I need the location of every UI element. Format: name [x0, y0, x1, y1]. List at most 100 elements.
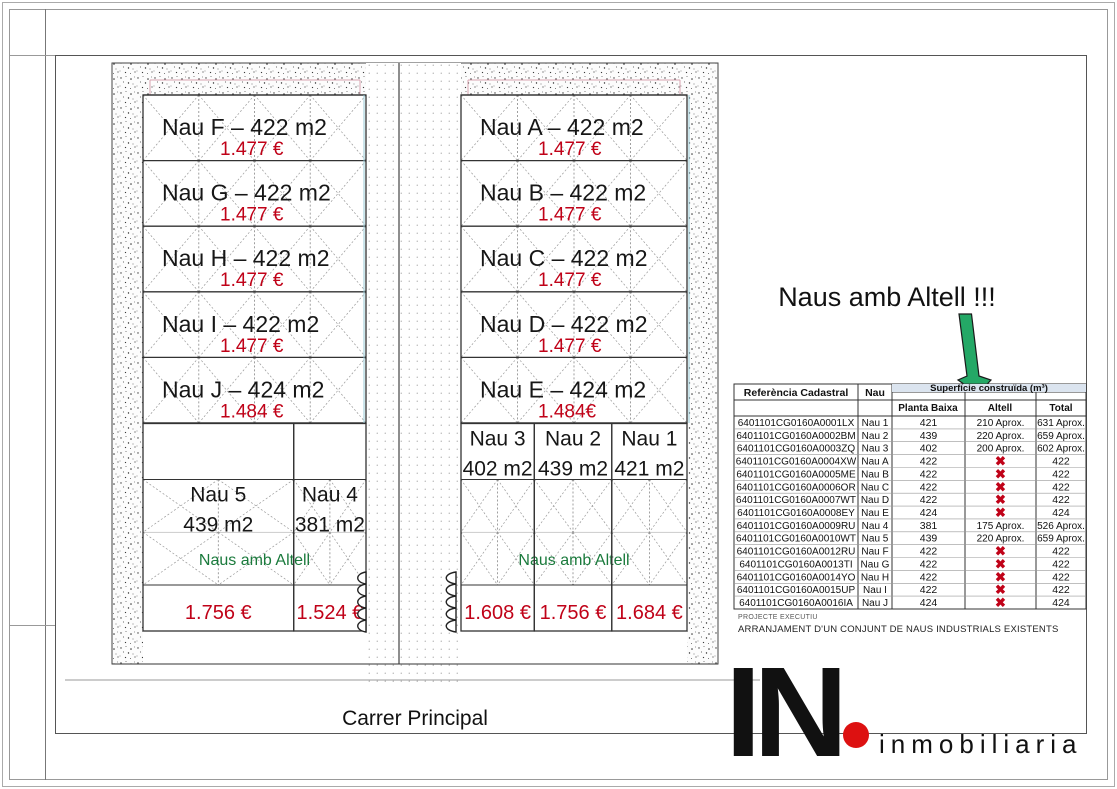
svg-text:inmobiliaria: inmobiliaria	[879, 729, 1083, 759]
svg-text:Nau 1: Nau 1	[862, 418, 889, 429]
svg-text:6401101CG0160A0003ZQ: 6401101CG0160A0003ZQ	[737, 444, 855, 455]
svg-text:Nau A: Nau A	[861, 457, 889, 468]
svg-text:IN: IN	[725, 641, 840, 784]
svg-text:1.484 €: 1.484 €	[220, 401, 284, 422]
svg-text:6401101CG0160A0001LX: 6401101CG0160A0001LX	[738, 418, 855, 429]
svg-text:Referència Cadastral: Referència Cadastral	[744, 387, 849, 399]
svg-text:6401101CG0160A0006OR: 6401101CG0160A0006OR	[736, 482, 855, 493]
svg-text:1.756 €: 1.756 €	[185, 602, 252, 624]
svg-text:422: 422	[920, 584, 938, 596]
svg-text:Nau G: Nau G	[861, 560, 890, 571]
svg-text:422: 422	[920, 571, 938, 583]
svg-text:Superfície construïda (m³): Superfície construïda (m³)	[930, 383, 1048, 394]
svg-text:Nau 4: Nau 4	[302, 484, 358, 507]
svg-text:210 Aprox.: 210 Aprox.	[977, 418, 1025, 429]
svg-text:Nau 1: Nau 1	[621, 428, 677, 451]
svg-text:439: 439	[920, 430, 938, 442]
svg-text:424: 424	[1052, 507, 1070, 519]
svg-text:220 Aprox.: 220 Aprox.	[977, 431, 1025, 442]
svg-text:439: 439	[920, 533, 938, 545]
svg-text:1.477 €: 1.477 €	[538, 139, 602, 160]
svg-text:Naus amb Altell: Naus amb Altell	[518, 552, 629, 569]
svg-text:Nau 3: Nau 3	[470, 428, 526, 451]
svg-text:Nau C: Nau C	[861, 482, 889, 493]
svg-text:✖: ✖	[995, 505, 1006, 520]
svg-text:6401101CG0160A0013TI: 6401101CG0160A0013TI	[739, 560, 852, 571]
svg-text:422: 422	[1052, 571, 1070, 583]
svg-text:422: 422	[1052, 456, 1070, 468]
svg-text:1.477 €: 1.477 €	[220, 270, 284, 291]
svg-text:1.484€: 1.484€	[538, 401, 597, 422]
svg-text:6401101CG0160A0008EY: 6401101CG0160A0008EY	[737, 508, 855, 519]
svg-text:Nau H – 422 m2: Nau H – 422 m2	[162, 245, 329, 271]
svg-text:Nau: Nau	[865, 387, 885, 399]
svg-text:422: 422	[1052, 481, 1070, 493]
svg-text:439 m2: 439 m2	[183, 514, 253, 537]
svg-text:422: 422	[1052, 546, 1070, 558]
svg-text:6401101CG0160A0015UP: 6401101CG0160A0015UP	[737, 585, 856, 596]
svg-text:1.477 €: 1.477 €	[538, 270, 602, 291]
svg-text:424: 424	[920, 597, 938, 609]
svg-text:6401101CG0160A0010WT: 6401101CG0160A0010WT	[736, 534, 856, 545]
svg-text:Nau J: Nau J	[862, 598, 888, 609]
svg-text:Altell: Altell	[988, 403, 1013, 414]
svg-text:659 Aprox.: 659 Aprox.	[1037, 534, 1085, 545]
svg-text:Naus amb Altell !!!: Naus amb Altell !!!	[778, 282, 996, 312]
svg-text:Total: Total	[1049, 403, 1072, 414]
svg-text:Nau 2: Nau 2	[545, 428, 601, 451]
svg-text:422: 422	[1052, 559, 1070, 571]
svg-text:Nau F: Nau F	[861, 547, 888, 558]
svg-text:Nau 4: Nau 4	[862, 521, 889, 532]
svg-text:424: 424	[920, 507, 938, 519]
svg-text:526 Aprox.: 526 Aprox.	[1037, 521, 1085, 532]
svg-text:Nau 2: Nau 2	[862, 431, 889, 442]
svg-text:6401101CG0160A0002BM: 6401101CG0160A0002BM	[736, 431, 855, 442]
svg-text:1.477 €: 1.477 €	[538, 205, 602, 226]
svg-text:Nau D: Nau D	[861, 495, 889, 506]
svg-text:1.524 €: 1.524 €	[297, 602, 364, 624]
svg-text:Nau 3: Nau 3	[862, 444, 889, 455]
svg-text:631 Aprox.: 631 Aprox.	[1037, 418, 1085, 429]
svg-text:402 m2: 402 m2	[463, 458, 533, 481]
svg-text:6401101CG0160A0007WT: 6401101CG0160A0007WT	[736, 495, 856, 506]
svg-text:Nau 5: Nau 5	[190, 484, 246, 507]
svg-text:659 Aprox.: 659 Aprox.	[1037, 431, 1085, 442]
svg-text:Carrer Principal: Carrer Principal	[342, 707, 488, 730]
svg-text:422: 422	[920, 546, 938, 558]
svg-text:422: 422	[1052, 494, 1070, 506]
svg-text:6401101CG0160A0014YO: 6401101CG0160A0014YO	[737, 572, 856, 583]
svg-text:Nau B: Nau B	[861, 469, 889, 480]
svg-text:6401101CG0160A0009RU: 6401101CG0160A0009RU	[737, 521, 856, 532]
svg-text:Nau G – 422 m2: Nau G – 422 m2	[162, 180, 331, 206]
svg-text:422: 422	[920, 481, 938, 493]
svg-text:6401101CG0160A0016IA: 6401101CG0160A0016IA	[739, 598, 853, 609]
svg-text:1.477 €: 1.477 €	[538, 336, 602, 357]
svg-text:439 m2: 439 m2	[538, 458, 608, 481]
svg-text:Nau F – 422 m2: Nau F – 422 m2	[162, 114, 327, 140]
svg-text:422: 422	[920, 494, 938, 506]
svg-text:1.608 €: 1.608 €	[464, 602, 531, 624]
svg-text:381: 381	[920, 520, 938, 532]
svg-text:1.477 €: 1.477 €	[220, 336, 284, 357]
svg-text:Nau B – 422 m2: Nau B – 422 m2	[480, 180, 646, 206]
svg-text:402: 402	[920, 443, 938, 455]
svg-text:ARRANJAMENT D'UN CONJUNT DE NA: ARRANJAMENT D'UN CONJUNT DE NAUS INDUSTR…	[738, 624, 1059, 635]
svg-text:6401101CG0160A0004XW: 6401101CG0160A0004XW	[736, 457, 857, 468]
svg-text:602 Aprox.: 602 Aprox.	[1037, 444, 1085, 455]
svg-text:Nau I – 422 m2: Nau I – 422 m2	[162, 311, 319, 337]
svg-text:Nau E: Nau E	[861, 508, 889, 519]
svg-text:1.477 €: 1.477 €	[220, 139, 284, 160]
svg-text:422: 422	[920, 468, 938, 480]
svg-text:175 Aprox.: 175 Aprox.	[977, 521, 1025, 532]
svg-text:✖: ✖	[995, 595, 1006, 610]
svg-text:Nau E – 424 m2: Nau E – 424 m2	[480, 376, 646, 402]
svg-text:422: 422	[920, 456, 938, 468]
svg-text:Nau H: Nau H	[861, 572, 889, 583]
svg-text:6401101CG0160A0012RU: 6401101CG0160A0012RU	[737, 547, 856, 558]
svg-text:1.684 €: 1.684 €	[616, 602, 683, 624]
svg-text:PROJECTE EXECUTIU: PROJECTE EXECUTIU	[738, 614, 818, 621]
svg-text:Nau J – 424 m2: Nau J – 424 m2	[162, 376, 324, 402]
svg-text:6401101CG0160A0005ME: 6401101CG0160A0005ME	[736, 469, 856, 480]
svg-text:1.756 €: 1.756 €	[540, 602, 607, 624]
svg-text:Nau C – 422 m2: Nau C – 422 m2	[480, 245, 647, 271]
